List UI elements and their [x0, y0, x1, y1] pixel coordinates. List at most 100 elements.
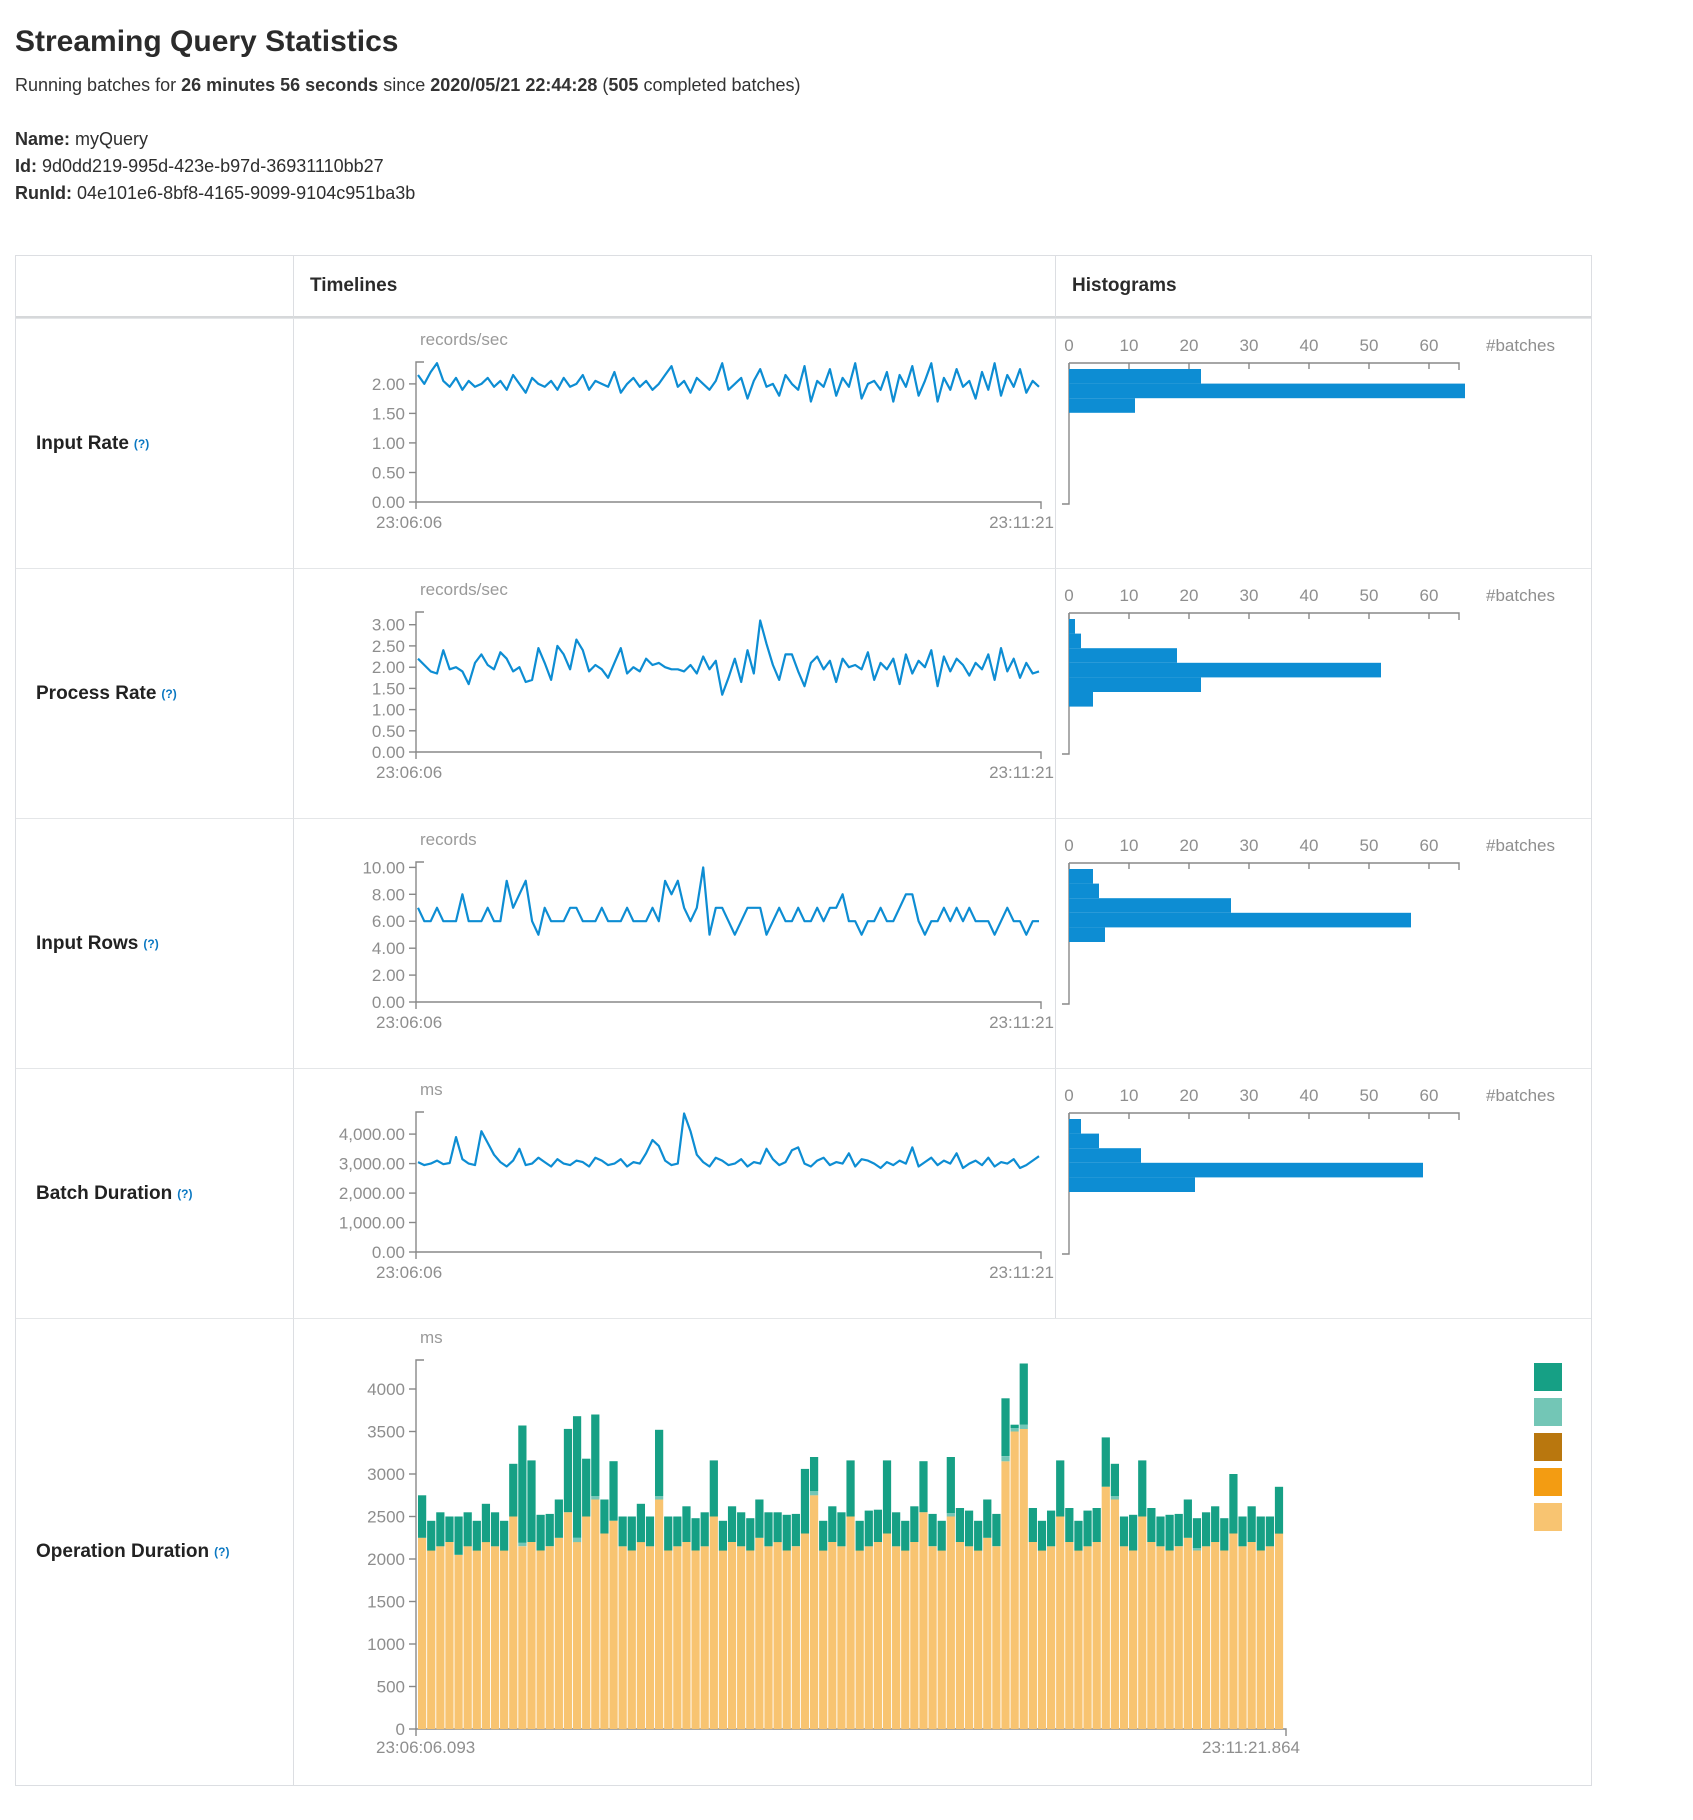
svg-text:0: 0 — [1064, 586, 1073, 605]
svg-text:2500: 2500 — [367, 1508, 405, 1527]
summary-since: since — [378, 75, 431, 95]
operation-duration-chart-cell: ms 4000 3500 3000 2500 2000 1500 1000 500 0 23:06:… — [294, 1318, 1591, 1785]
svg-text:2.00: 2.00 — [372, 658, 405, 677]
svg-text:1000: 1000 — [367, 1635, 405, 1654]
process-rate-timeline-chart: records/sec 3.00 2.50 2.00 1.50 1.00 0.50 0.00 2… — [294, 568, 1056, 818]
query-runid-value: 04e101e6-8bf8-4165-9099-9104c951ba3b — [76, 183, 416, 203]
header-timelines: Timelines — [294, 256, 1056, 318]
timeline-svg: records 10.00 8.00 6.00 4.00 2.00 0.0023:06:06… — [362, 830, 1054, 1032]
svg-text:1.00: 1.00 — [372, 434, 405, 453]
svg-text:4.00: 4.00 — [372, 939, 405, 958]
svg-text:20: 20 — [1180, 586, 1199, 605]
svg-text:10: 10 — [1120, 336, 1139, 355]
svg-text:0.00: 0.00 — [372, 743, 405, 762]
row-label-batch-duration: Batch Duration (?) — [16, 1068, 294, 1318]
svg-text:60: 60 — [1420, 836, 1439, 855]
svg-text:1.00: 1.00 — [372, 701, 405, 720]
svg-text:23:11:21.864: 23:11:21.864 — [1202, 1738, 1300, 1757]
summary-prefix: Running batches for — [15, 75, 182, 95]
svg-text:3000: 3000 — [367, 1465, 405, 1484]
histogram-svg: 0 10 20 30 40 50 60 #batches — [1062, 836, 1555, 1005]
svg-text:2.50: 2.50 — [372, 637, 405, 656]
svg-text:8.00: 8.00 — [372, 885, 405, 904]
svg-text:23:06:06: 23:06:06 — [376, 1013, 442, 1032]
svg-text:50: 50 — [1360, 1086, 1379, 1105]
input-rows-label: Input Rows — [36, 932, 139, 954]
timeline-svg: ms4,000.003,000.002,000.001,000.000.0023… — [339, 1080, 1054, 1282]
input-rows-timeline-chart: records 10.00 8.00 6.00 4.00 2.00 0.00 23:06:06… — [294, 818, 1056, 1068]
legend-swatch-light-orange — [1534, 1503, 1562, 1531]
svg-text:0: 0 — [396, 1720, 405, 1739]
svg-text:0: 0 — [1064, 1086, 1073, 1105]
svg-text:#batches: #batches — [1486, 586, 1555, 605]
batch-duration-help-icon[interactable]: (?) — [177, 1186, 193, 1201]
svg-text:30: 30 — [1240, 836, 1259, 855]
svg-text:#batches: #batches — [1486, 1086, 1555, 1105]
svg-text:records: records — [420, 830, 477, 849]
summary-paren: ( — [597, 75, 609, 95]
legend-swatch-dark-gold — [1534, 1433, 1562, 1461]
running-batches-summary: Running batches for 26 minutes 56 second… — [15, 75, 1678, 96]
svg-text:0.50: 0.50 — [372, 464, 405, 483]
query-runid-line: RunId: 04e101e6-8bf8-4165-9099-9104c951ba… — [15, 180, 1678, 207]
svg-text:0: 0 — [1064, 336, 1073, 355]
svg-text:10: 10 — [1120, 1086, 1139, 1105]
svg-text:40: 40 — [1300, 336, 1319, 355]
page-title: Streaming Query Statistics — [15, 25, 399, 58]
query-name-label: Name: — [15, 129, 71, 149]
svg-text:10.00: 10.00 — [362, 858, 405, 877]
svg-text:10: 10 — [1120, 836, 1139, 855]
input-rate-help-icon[interactable]: (?) — [133, 436, 150, 451]
svg-text:0.50: 0.50 — [372, 722, 405, 741]
operation-duration-label: Operation Duration — [36, 1541, 210, 1562]
batch-duration-histogram-chart: 0 10 20 30 40 50 60 #batches — [1056, 1068, 1591, 1318]
svg-text:0.00: 0.00 — [372, 1243, 405, 1262]
svg-text:60: 60 — [1420, 586, 1439, 605]
operation-duration-help-icon[interactable]: (?) — [214, 1545, 230, 1559]
stacked-bar-svg: ms 4000 3500 3000 2500 2000 1500 1000 500 023:06:… — [367, 1328, 1300, 1757]
batch-duration-label: Batch Duration — [36, 1182, 173, 1204]
legend-swatch-orange — [1534, 1468, 1562, 1496]
svg-text:4,000.00: 4,000.00 — [339, 1125, 405, 1144]
summary-suffix: completed batches) — [638, 75, 801, 95]
svg-text:30: 30 — [1240, 336, 1259, 355]
svg-text:2.00: 2.00 — [372, 375, 405, 394]
legend-swatch-light-teal — [1534, 1398, 1562, 1426]
svg-text:3,000.00: 3,000.00 — [339, 1155, 405, 1174]
running-duration: 26 minutes 56 seconds — [181, 75, 379, 95]
query-id-line: Id: 9d0dd219-995d-423e-b97d-36931110bb27 — [15, 153, 1678, 180]
query-info: Name: myQuery Id: 9d0dd219-995d-423e-b97d-… — [15, 126, 1678, 207]
svg-text:23:06:06: 23:06:06 — [376, 763, 442, 782]
input-rows-histogram-chart: 0 10 20 30 40 50 60 #batches — [1056, 818, 1591, 1068]
svg-text:23:11:21: 23:11:21 — [989, 763, 1054, 782]
timeline-svg: records/sec3.002.502.001.501.000.500.002… — [372, 580, 1054, 782]
svg-text:1,000.00: 1,000.00 — [339, 1214, 405, 1233]
input-rows-help-icon[interactable]: (?) — [143, 936, 159, 951]
svg-text:30: 30 — [1240, 1086, 1259, 1105]
svg-text:50: 50 — [1360, 336, 1379, 355]
svg-text:2.00: 2.00 — [372, 966, 405, 985]
histogram-svg: 0 10 20 30 40 50 60 #batches — [1062, 1086, 1555, 1255]
svg-text:2000: 2000 — [367, 1550, 405, 1569]
svg-text:23:11:21: 23:11:21 — [989, 513, 1054, 532]
operation-duration-legend — [1534, 1363, 1562, 1538]
svg-text:20: 20 — [1180, 336, 1199, 355]
query-name-line: Name: myQuery — [15, 126, 1678, 153]
svg-text:23:06:06.093: 23:06:06.093 — [376, 1738, 475, 1757]
header-empty — [16, 256, 294, 318]
svg-text:30: 30 — [1240, 586, 1259, 605]
query-id-label: Id: — [15, 156, 37, 176]
process-rate-help-icon[interactable]: (?) — [161, 686, 177, 701]
svg-text:60: 60 — [1420, 1086, 1439, 1105]
batch-duration-timeline-chart: ms 4,000.00 3,000.00 2,000.00 1,000.00 0.00 23… — [294, 1068, 1056, 1318]
svg-text:0.00: 0.00 — [372, 493, 405, 512]
svg-text:#batches: #batches — [1486, 336, 1555, 355]
histogram-svg: 0 10 20 30 40 50 60 #batches — [1062, 586, 1555, 755]
svg-text:50: 50 — [1360, 836, 1379, 855]
row-label-process-rate: Process Rate (?) — [16, 568, 294, 818]
svg-text:0.00: 0.00 — [372, 993, 405, 1012]
operation-duration-stacked-chart: ms 4000 3500 3000 2500 2000 1500 1000 500 0 23:06:… — [294, 1319, 1591, 1785]
svg-text:40: 40 — [1300, 586, 1319, 605]
svg-text:records/sec: records/sec — [420, 330, 508, 349]
